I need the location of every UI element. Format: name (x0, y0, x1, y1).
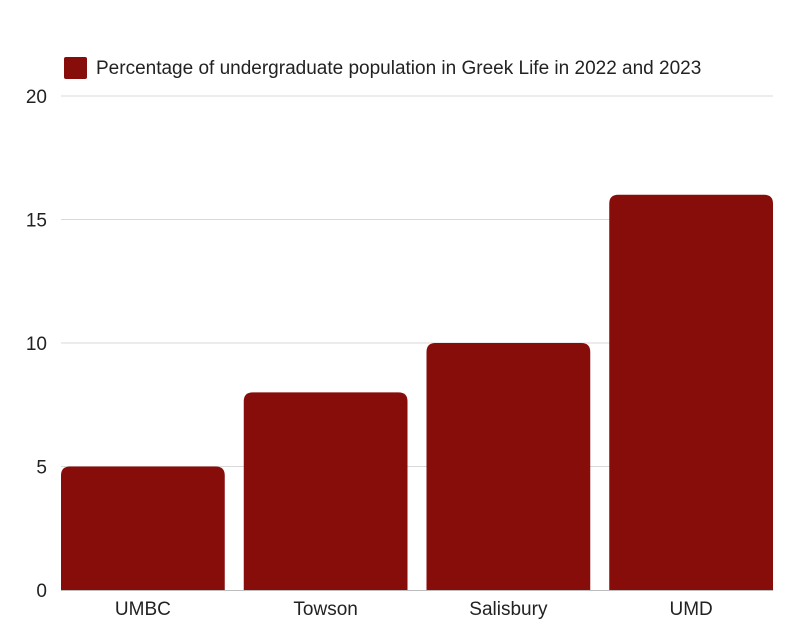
x-tick-label: UMD (669, 599, 712, 620)
bar-salisbury (426, 343, 591, 590)
y-tick-label: 0 (36, 581, 47, 602)
bar-umbc (61, 466, 225, 590)
bar-umd (609, 194, 773, 591)
y-axis-tick-labels: 0 5 10 15 20 (26, 87, 47, 602)
x-tick-label: Towson (293, 599, 357, 620)
y-tick-label: 5 (36, 458, 47, 479)
legend-label: Percentage of undergraduate population i… (96, 58, 701, 79)
bars (61, 194, 773, 591)
x-axis-tick-labels: UMBC Towson Salisbury UMD (115, 599, 713, 620)
y-tick-label: 15 (26, 211, 47, 232)
x-tick-label: Salisbury (469, 599, 548, 620)
legend: Percentage of undergraduate population i… (64, 57, 701, 79)
legend-swatch (64, 57, 87, 79)
bar-towson (243, 392, 408, 590)
y-tick-label: 10 (26, 334, 47, 355)
x-tick-label: UMBC (115, 599, 171, 620)
y-tick-label: 20 (26, 87, 47, 108)
